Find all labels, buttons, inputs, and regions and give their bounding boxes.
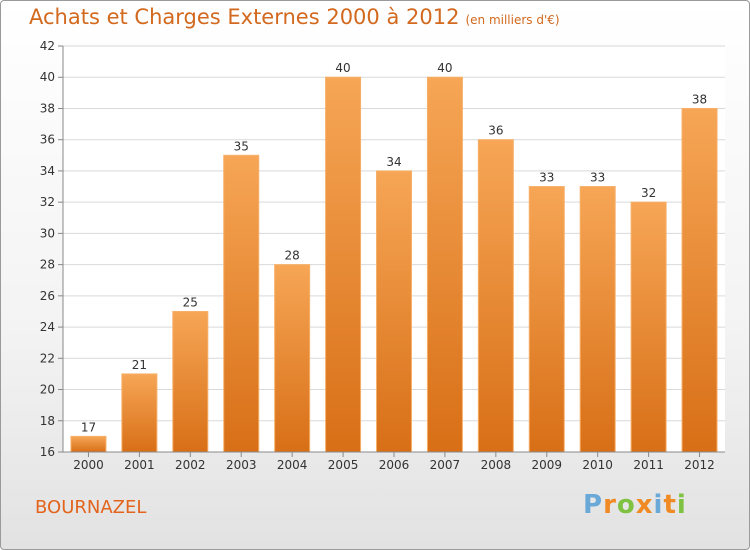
x-tick-label: 2010 (582, 458, 613, 472)
x-tick-label: 2012 (684, 458, 715, 472)
value-labels: 17 21 25 35 28 40 34 40 36 33 33 32 38 (81, 61, 707, 434)
chart-subtitle: (en milliers d'€) (465, 13, 560, 27)
y-tick-label: 42 (40, 39, 55, 53)
bar (426, 76, 463, 453)
x-tick-label: 2009 (531, 458, 562, 472)
bar (172, 310, 209, 453)
bar-value-label: 33 (590, 171, 605, 185)
bar (579, 186, 616, 453)
bar (477, 139, 514, 453)
x-tick-label: 2007 (430, 458, 461, 472)
x-tick-label: 2001 (124, 458, 155, 472)
bar (121, 373, 158, 453)
bar-value-label: 32 (641, 186, 656, 200)
y-tick-label: 16 (40, 445, 55, 459)
bar-value-label: 25 (183, 295, 198, 309)
x-tick-label: 2002 (175, 458, 206, 472)
bar-value-label: 28 (285, 249, 300, 263)
bar-value-label: 17 (81, 420, 96, 434)
bar (325, 76, 362, 453)
bar (528, 186, 565, 453)
x-tick-label: 2000 (73, 458, 104, 472)
y-tick-label: 18 (40, 414, 55, 428)
x-tick-label: 2008 (481, 458, 512, 472)
bar-value-label: 34 (386, 155, 401, 169)
y-tick-label: 34 (40, 164, 55, 178)
y-tick-label: 28 (40, 258, 55, 272)
y-tick-label: 30 (40, 226, 55, 240)
bar (70, 435, 107, 453)
bar (274, 264, 311, 453)
x-tick-label: 2011 (633, 458, 664, 472)
bar-value-label: 21 (132, 358, 147, 372)
x-tick-label: 2006 (379, 458, 410, 472)
x-tick-label: 2004 (277, 458, 308, 472)
y-tick-label: 40 (40, 70, 55, 84)
x-axis: 2000 2001 2002 2003 2004 2005 2006 2007 2008 2009… (63, 451, 725, 472)
bar (223, 154, 260, 453)
y-tick-label: 20 (40, 383, 55, 397)
bar-value-label: 33 (539, 171, 554, 185)
bar (630, 201, 667, 453)
bar-value-label: 40 (437, 61, 452, 75)
bar-value-label: 36 (488, 124, 503, 138)
location-label: BOURNAZEL (35, 497, 147, 518)
y-tick-label: 38 (40, 101, 55, 115)
bar (376, 170, 412, 453)
y-tick-label: 24 (40, 320, 55, 334)
bar (681, 107, 718, 453)
bar-value-label: 35 (234, 139, 249, 153)
y-tick-label: 26 (40, 289, 55, 303)
bar-value-label: 40 (335, 61, 350, 75)
y-axis: 16 18 20 22 24 26 28 30 32 34 36 38 40 42 (40, 39, 64, 459)
bar-value-label: 38 (692, 92, 707, 106)
y-tick-label: 32 (40, 195, 55, 209)
proxiti-logo: Proxiti (583, 490, 687, 520)
x-tick-label: 2003 (226, 458, 257, 472)
y-tick-label: 22 (40, 351, 55, 365)
bars-group (70, 76, 718, 453)
chart-title: Achats et Charges Externes 2000 à 2012 (e… (29, 5, 560, 29)
y-tick-label: 36 (40, 133, 55, 147)
chart-title-text: Achats et Charges Externes 2000 à 2012 (29, 5, 460, 29)
x-tick-label: 2005 (328, 458, 359, 472)
